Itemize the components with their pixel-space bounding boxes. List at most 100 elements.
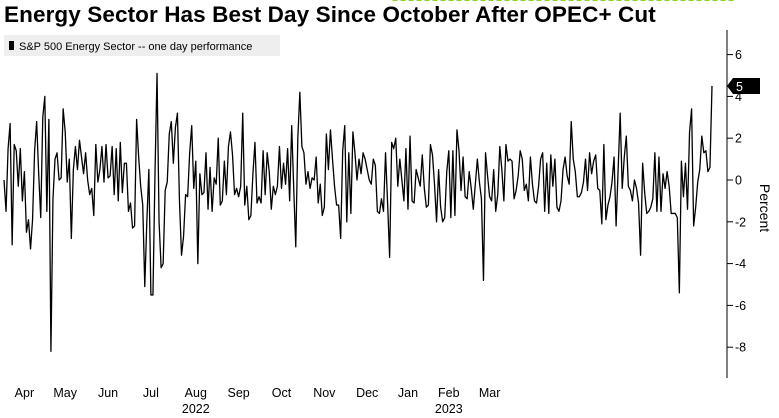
data-point — [46, 211, 47, 212]
data-point — [51, 351, 52, 352]
data-point — [322, 215, 323, 216]
data-point — [344, 125, 345, 126]
data-point — [175, 127, 176, 128]
last-value-badge — [727, 77, 760, 94]
data-point — [124, 163, 125, 164]
y-tick-label: 0 — [735, 174, 742, 188]
data-point — [571, 121, 572, 122]
data-point — [652, 198, 653, 199]
data-point — [142, 205, 143, 206]
data-point — [591, 173, 592, 174]
data-point — [683, 196, 684, 197]
data-point — [75, 146, 76, 147]
data-point — [379, 213, 380, 214]
data-point — [16, 150, 17, 151]
data-point — [61, 178, 62, 179]
data-point — [326, 134, 327, 135]
data-point — [267, 152, 268, 153]
data-point — [620, 113, 621, 114]
data-point — [120, 142, 121, 143]
data-point — [40, 217, 41, 218]
data-point — [438, 169, 439, 170]
y-tick-label: 4 — [735, 90, 742, 104]
data-point — [406, 148, 407, 149]
data-point — [155, 173, 156, 174]
data-point — [391, 142, 392, 143]
data-point — [134, 226, 135, 227]
data-point — [148, 169, 149, 170]
data-point — [393, 148, 394, 149]
data-point — [244, 205, 245, 206]
data-point — [161, 267, 162, 268]
data-point — [289, 201, 290, 202]
data-point — [675, 213, 676, 214]
data-point — [222, 201, 223, 202]
data-point — [85, 152, 86, 153]
data-point — [601, 223, 602, 224]
data-point — [206, 152, 207, 153]
data-point — [275, 194, 276, 195]
data-point — [673, 213, 674, 214]
data-point — [524, 190, 525, 191]
data-point — [236, 188, 237, 189]
data-point — [65, 132, 66, 133]
data-point — [106, 144, 107, 145]
data-point — [489, 196, 490, 197]
data-point — [44, 96, 45, 97]
data-point — [501, 169, 502, 170]
data-point — [518, 175, 519, 176]
data-point — [112, 146, 113, 147]
data-point — [642, 163, 643, 164]
data-point — [22, 201, 23, 202]
data-point — [626, 136, 627, 137]
data-point — [157, 73, 158, 74]
data-point — [481, 198, 482, 199]
data-point — [348, 152, 349, 153]
x-month-label: May — [53, 386, 77, 400]
data-point — [538, 186, 539, 187]
data-point — [699, 169, 700, 170]
data-point — [299, 92, 300, 93]
x-month-label: Jan — [398, 386, 418, 400]
data-point — [475, 184, 476, 185]
data-point — [679, 292, 680, 293]
data-point — [14, 144, 15, 145]
data-point — [469, 171, 470, 172]
data-point — [610, 196, 611, 197]
data-point — [599, 190, 600, 191]
data-point — [520, 150, 521, 151]
x-year-label: 2023 — [435, 402, 463, 416]
data-point — [654, 152, 655, 153]
data-point — [312, 178, 313, 179]
series-line — [3, 72, 713, 353]
data-point — [169, 134, 170, 135]
data-point — [583, 182, 584, 183]
data-point — [328, 169, 329, 170]
data-point — [42, 117, 43, 118]
data-point — [548, 213, 549, 214]
data-point — [340, 238, 341, 239]
data-point — [216, 184, 217, 185]
data-point — [318, 203, 319, 204]
data-point — [375, 165, 376, 166]
data-point — [467, 198, 468, 199]
data-point — [544, 211, 545, 212]
data-point — [34, 150, 35, 151]
data-point — [67, 182, 68, 183]
data-point — [246, 186, 247, 187]
data-point — [208, 209, 209, 210]
data-point — [167, 182, 168, 183]
data-point — [534, 201, 535, 202]
data-point — [589, 152, 590, 153]
data-point — [138, 157, 139, 158]
data-point — [102, 146, 103, 147]
data-point — [159, 221, 160, 222]
data-point — [20, 148, 21, 149]
data-point — [171, 121, 172, 122]
data-point — [293, 188, 294, 189]
data-point — [412, 201, 413, 202]
data-point — [234, 194, 235, 195]
data-point — [122, 192, 123, 193]
data-point — [567, 175, 568, 176]
